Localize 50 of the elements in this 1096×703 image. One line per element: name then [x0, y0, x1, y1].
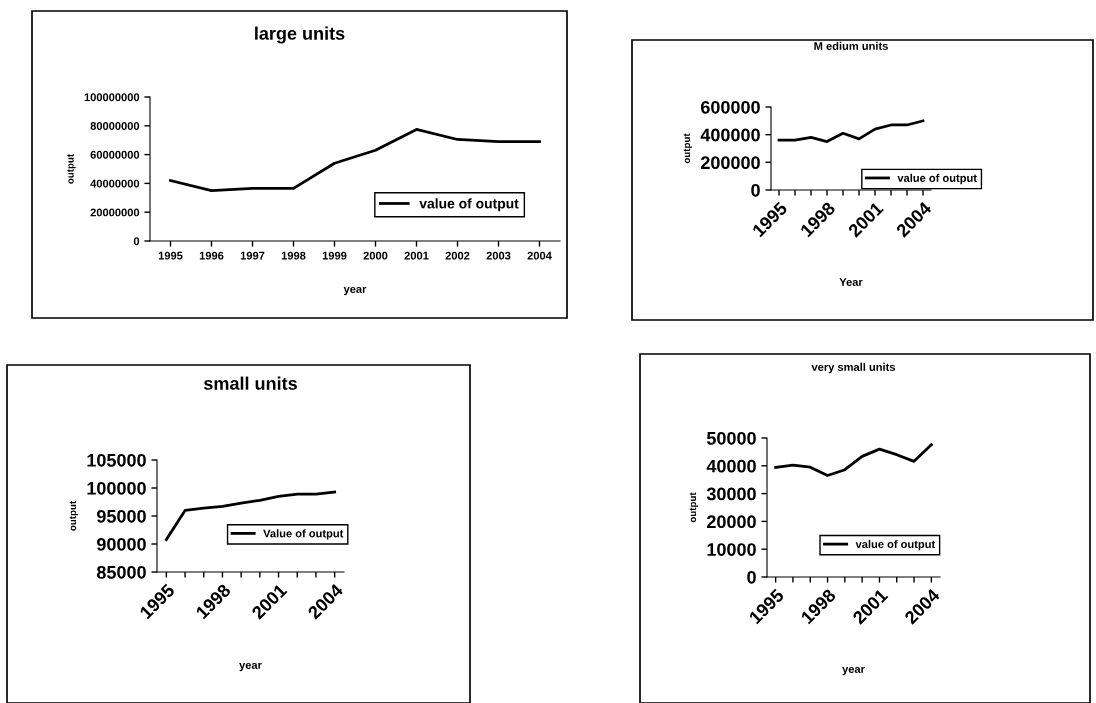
x-tick-label: 2003 [486, 251, 511, 260]
y-tick-label: 30000 [706, 487, 756, 501]
y-axis-title: output [69, 501, 79, 531]
x-tick-label: 2001 [404, 251, 429, 260]
legend-label: value of output [419, 198, 519, 212]
y-tick-label: 600000 [701, 100, 760, 114]
y-tick-label: 0 [747, 570, 756, 584]
chart-title: large units [255, 26, 345, 44]
chart-title: M edium units [814, 41, 888, 50]
y-axis-title: output [689, 492, 699, 523]
line-series [774, 443, 933, 477]
x-tick-label: 1995 [158, 251, 183, 260]
y-tick-label: 0 [751, 183, 760, 197]
y-tick-label: 60000000 [90, 150, 140, 159]
y-tick-label: 90000 [97, 537, 146, 551]
x-tick-label: 1997 [240, 251, 265, 260]
y-tick-label: 85000 [96, 565, 146, 579]
y-tick-label: 0 [133, 237, 140, 246]
y-tick-label: 400000 [700, 128, 760, 142]
y-tick-label: 100000000 [84, 93, 140, 102]
y-tick-label: 40000 [706, 459, 756, 473]
x-tick-label: 2000 [363, 251, 388, 260]
x-tick-label: 1999 [322, 251, 347, 260]
x-tick-label: 1996 [199, 251, 224, 260]
y-tick-label: 100000 [87, 481, 146, 495]
y-tick-label: 40000000 [90, 179, 140, 188]
y-tick-label: 95000 [97, 509, 146, 523]
chart-title: small units [203, 376, 297, 390]
y-tick-label: 200000 [700, 156, 760, 170]
chart-title: very small units [811, 362, 896, 374]
y-axis-title: output [67, 154, 76, 184]
x-axis-title: year [239, 662, 262, 672]
legend-label: value of output [855, 539, 936, 551]
legend-label: Value of output [263, 529, 344, 540]
x-tick-label: 2004 [527, 251, 552, 260]
x-tick-label: 2002 [445, 251, 470, 260]
y-tick-label: 80000000 [90, 122, 140, 130]
line-series [777, 119, 925, 143]
y-tick-label: 50000 [706, 431, 756, 445]
x-axis-title: year [842, 666, 865, 676]
y-tick-label: 105000 [87, 453, 146, 467]
legend-label: value of output [897, 173, 977, 185]
y-tick-label: 20000000 [90, 208, 140, 217]
x-tick-label: 1998 [281, 251, 306, 260]
line-series [169, 128, 541, 192]
x-axis-title: year [343, 286, 367, 296]
y-axis-title: output [683, 133, 693, 164]
y-tick-label: 20000 [707, 515, 756, 529]
x-axis-title: Year [839, 278, 863, 286]
y-tick-label: 10000 [707, 543, 756, 556]
